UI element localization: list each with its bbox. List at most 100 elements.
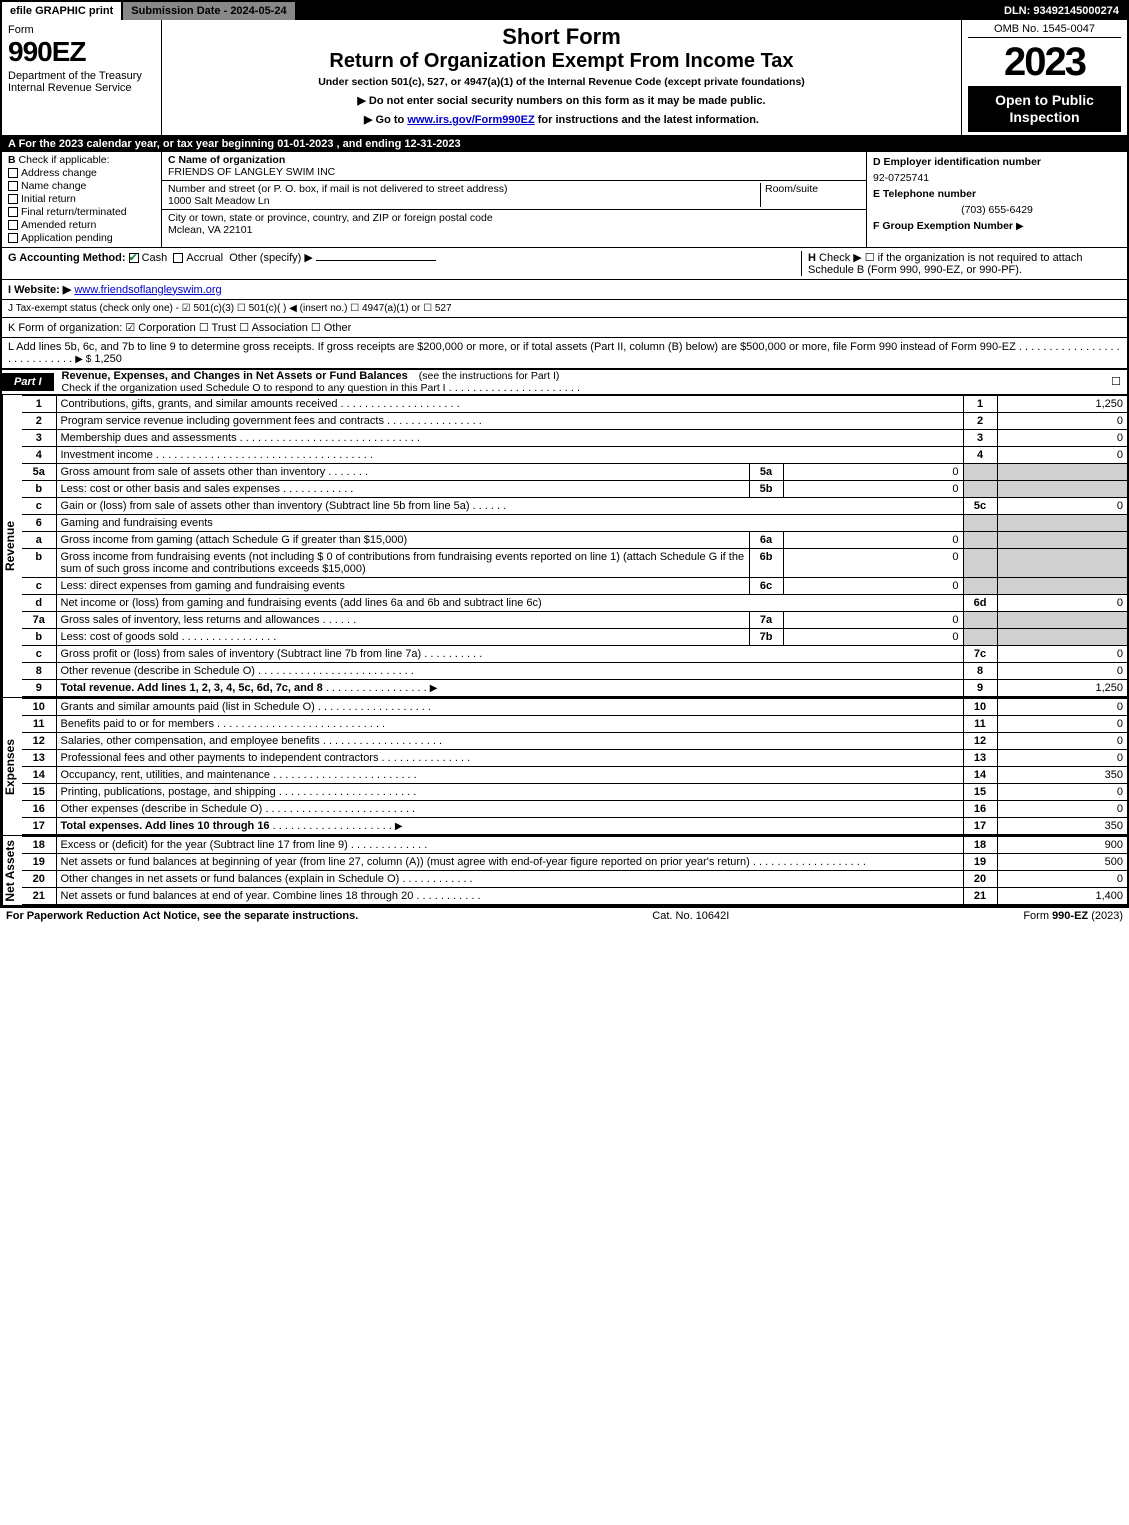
city-val: Mclean, VA 22101 bbox=[168, 224, 252, 236]
chk-pending[interactable]: Application pending bbox=[8, 232, 155, 244]
part1-header: Part I Revenue, Expenses, and Changes in… bbox=[2, 369, 1127, 395]
street-val: 1000 Salt Meadow Ln bbox=[168, 195, 270, 207]
line-6a: aGross income from gaming (attach Schedu… bbox=[22, 531, 1127, 548]
row-g-h: G Accounting Method: Cash Accrual Other … bbox=[2, 248, 1127, 280]
footer: For Paperwork Reduction Act Notice, see … bbox=[0, 907, 1129, 924]
line-16: 16Other expenses (describe in Schedule O… bbox=[22, 800, 1127, 817]
open-inspection: Open to Public Inspection bbox=[968, 86, 1121, 132]
city-label: City or town, state or province, country… bbox=[168, 212, 493, 224]
top-bar: efile GRAPHIC print Submission Date - 20… bbox=[2, 2, 1127, 20]
row-l: L Add lines 5b, 6c, and 7b to line 9 to … bbox=[2, 338, 1127, 369]
line-3: 3Membership dues and assessments . . . .… bbox=[22, 429, 1127, 446]
line-6d: dNet income or (loss) from gaming and fu… bbox=[22, 594, 1127, 611]
efile-print[interactable]: efile GRAPHIC print bbox=[2, 2, 123, 20]
line-17: 17Total expenses. Add lines 10 through 1… bbox=[22, 817, 1127, 834]
part1-check: Check if the organization used Schedule … bbox=[54, 382, 446, 394]
footer-left: For Paperwork Reduction Act Notice, see … bbox=[6, 910, 358, 922]
omb-number: OMB No. 1545-0047 bbox=[968, 23, 1121, 38]
i-label: I Website: ▶ bbox=[8, 284, 71, 296]
line-10: 10Grants and similar amounts paid (list … bbox=[22, 698, 1127, 715]
under-section: Under section 501(c), 527, or 4947(a)(1)… bbox=[168, 76, 955, 88]
g-label: G Accounting Method: bbox=[8, 252, 126, 264]
l-text: L Add lines 5b, 6c, and 7b to line 9 to … bbox=[8, 341, 1016, 353]
expenses-table: 10Grants and similar amounts paid (list … bbox=[22, 698, 1127, 835]
header-center: Short Form Return of Organization Exempt… bbox=[162, 20, 962, 135]
arrow-icon: ▶ bbox=[430, 683, 438, 694]
dept-label: Department of the Treasury Internal Reve… bbox=[8, 70, 155, 94]
d-label: D Employer identification number bbox=[873, 156, 1041, 168]
chk-amended[interactable]: Amended return bbox=[8, 219, 155, 231]
submission-date: Submission Date - 2024-05-24 bbox=[123, 2, 296, 20]
line-1: 1Contributions, gifts, grants, and simil… bbox=[22, 395, 1127, 412]
row-a-period: A For the 2023 calendar year, or tax yea… bbox=[2, 136, 1127, 152]
part1-checkbox[interactable]: ☐ bbox=[580, 375, 1127, 388]
form-number: 990EZ bbox=[8, 36, 155, 68]
chk-accrual[interactable] bbox=[173, 253, 183, 263]
chk-cash[interactable] bbox=[129, 253, 139, 263]
line-5a: 5aGross amount from sale of assets other… bbox=[22, 463, 1127, 480]
part1-hint: (see the instructions for Part I) bbox=[411, 370, 560, 382]
goto-note: ▶ Go to www.irs.gov/Form990EZ for instru… bbox=[168, 113, 955, 126]
col-def: D Employer identification number 92-0725… bbox=[867, 152, 1127, 247]
h-text: Check ▶ ☐ if the organization is not req… bbox=[808, 252, 1083, 276]
line-6c: cLess: direct expenses from gaming and f… bbox=[22, 577, 1127, 594]
ein: 92-0725741 bbox=[873, 170, 1121, 186]
website-link[interactable]: www.friendsoflangleyswim.org bbox=[74, 284, 221, 296]
line-14: 14Occupancy, rent, utilities, and mainte… bbox=[22, 766, 1127, 783]
col-b: B Check if applicable: Address change Na… bbox=[2, 152, 162, 247]
line-6: 6Gaming and fundraising events bbox=[22, 514, 1127, 531]
line-5b: bLess: cost or other basis and sales exp… bbox=[22, 480, 1127, 497]
line-7b: bLess: cost of goods sold . . . . . . . … bbox=[22, 628, 1127, 645]
chk-initial[interactable]: Initial return bbox=[8, 193, 155, 205]
revenue-side-label: Revenue bbox=[2, 395, 22, 697]
footer-right: Form 990-EZ (2023) bbox=[1023, 910, 1123, 922]
room-label: Room/suite bbox=[765, 183, 818, 195]
h-label: H bbox=[808, 252, 816, 264]
line-13: 13Professional fees and other payments t… bbox=[22, 749, 1127, 766]
line-21: 21Net assets or fund balances at end of … bbox=[22, 887, 1127, 904]
other-input[interactable] bbox=[316, 260, 436, 261]
f-arrow-icon: ▶ bbox=[1016, 221, 1024, 232]
part1-tag: Part I bbox=[2, 373, 54, 391]
l-val: 1,250 bbox=[94, 353, 122, 365]
b-label: B bbox=[8, 154, 16, 166]
ssn-note: ▶ Do not enter social security numbers o… bbox=[168, 94, 955, 107]
line-15: 15Printing, publications, postage, and s… bbox=[22, 783, 1127, 800]
l-arrow-icon: ▶ $ bbox=[75, 354, 91, 365]
row-k: K Form of organization: ☑ Corporation ☐ … bbox=[2, 318, 1127, 338]
header-right: OMB No. 1545-0047 2023 Open to Public In… bbox=[962, 20, 1127, 135]
expenses-section: Expenses 10Grants and similar amounts pa… bbox=[2, 697, 1127, 835]
short-form-title: Short Form bbox=[168, 24, 955, 50]
header: Form 990EZ Department of the Treasury In… bbox=[2, 20, 1127, 136]
part1-title: Revenue, Expenses, and Changes in Net As… bbox=[54, 370, 408, 382]
tax-year: 2023 bbox=[968, 42, 1121, 82]
return-title: Return of Organization Exempt From Incom… bbox=[168, 50, 955, 73]
c-label: C Name of organization bbox=[168, 154, 285, 166]
chk-final[interactable]: Final return/terminated bbox=[8, 206, 155, 218]
form-990ez: efile GRAPHIC print Submission Date - 20… bbox=[0, 0, 1129, 907]
org-name: FRIENDS OF LANGLEY SWIM INC bbox=[168, 166, 335, 178]
g-other: Other (specify) ▶ bbox=[229, 252, 313, 264]
irs-link[interactable]: www.irs.gov/Form990EZ bbox=[407, 114, 534, 126]
e-label: E Telephone number bbox=[873, 188, 976, 200]
netassets-side-label: Net Assets bbox=[2, 836, 22, 906]
line-2: 2Program service revenue including gover… bbox=[22, 412, 1127, 429]
line-9: 9Total revenue. Add lines 1, 2, 3, 4, 5c… bbox=[22, 679, 1127, 696]
chk-name[interactable]: Name change bbox=[8, 180, 155, 192]
col-c: C Name of organization FRIENDS OF LANGLE… bbox=[162, 152, 867, 247]
line-8: 8Other revenue (describe in Schedule O) … bbox=[22, 662, 1127, 679]
line-19: 19Net assets or fund balances at beginni… bbox=[22, 853, 1127, 870]
netassets-table: 18Excess or (deficit) for the year (Subt… bbox=[22, 836, 1127, 905]
footer-mid: Cat. No. 10642I bbox=[652, 910, 729, 922]
line-7a: 7aGross sales of inventory, less returns… bbox=[22, 611, 1127, 628]
line-20: 20Other changes in net assets or fund ba… bbox=[22, 870, 1127, 887]
revenue-section: Revenue 1Contributions, gifts, grants, a… bbox=[2, 395, 1127, 697]
chk-address[interactable]: Address change bbox=[8, 167, 155, 179]
line-6b: bGross income from fundraising events (n… bbox=[22, 548, 1127, 577]
arrow-icon: ▶ bbox=[395, 821, 403, 832]
phone: (703) 655-6429 bbox=[873, 202, 1121, 218]
header-left: Form 990EZ Department of the Treasury In… bbox=[2, 20, 162, 135]
line-4: 4Investment income . . . . . . . . . . .… bbox=[22, 446, 1127, 463]
row-j: J Tax-exempt status (check only one) - ☑… bbox=[2, 300, 1127, 318]
line-7c: cGross profit or (loss) from sales of in… bbox=[22, 645, 1127, 662]
